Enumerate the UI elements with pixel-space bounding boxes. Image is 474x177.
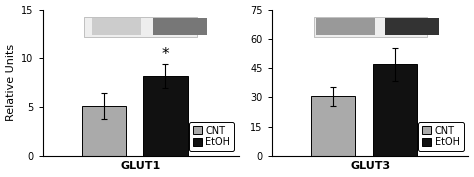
Bar	[311, 96, 356, 156]
FancyBboxPatch shape	[316, 18, 375, 35]
Y-axis label: Relative Units: Relative Units	[6, 44, 16, 121]
Text: *: *	[162, 47, 169, 62]
X-axis label: GLUT1: GLUT1	[121, 161, 161, 172]
Text: *: *	[391, 30, 399, 45]
Bar	[82, 106, 126, 156]
X-axis label: GLUT3: GLUT3	[350, 161, 390, 172]
FancyBboxPatch shape	[91, 18, 141, 35]
Legend: CNT, EtOH: CNT, EtOH	[189, 122, 234, 151]
Legend: CNT, EtOH: CNT, EtOH	[418, 122, 464, 151]
FancyBboxPatch shape	[84, 17, 197, 37]
FancyBboxPatch shape	[385, 18, 439, 35]
Bar	[373, 64, 417, 156]
FancyBboxPatch shape	[314, 17, 427, 37]
Bar	[143, 76, 188, 156]
FancyBboxPatch shape	[153, 18, 207, 35]
